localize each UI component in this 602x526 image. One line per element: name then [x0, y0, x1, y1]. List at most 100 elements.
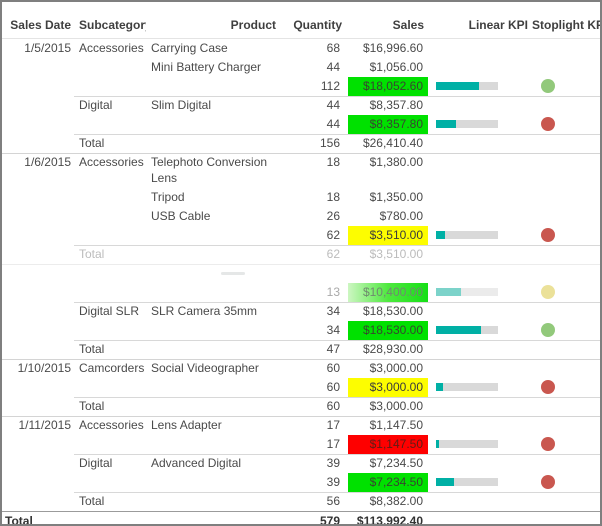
cell-subcategory: Total — [74, 245, 146, 264]
cell-sales: $26,410.40 — [348, 134, 428, 153]
cell-subcategory — [74, 58, 146, 77]
column-header-sales-date: Sales Date — [2, 2, 74, 39]
table-row: Total 156 $26,410.40 — [2, 134, 600, 153]
cell-sales-date: 1/5/2015 — [24, 41, 71, 55]
cell-sales: $1,147.50 — [348, 435, 428, 454]
cell-subcategory: Digital SLR — [74, 302, 146, 321]
cell-product — [146, 283, 280, 302]
cell-linear-kpi — [428, 264, 532, 283]
column-header-quantity: Quantity — [280, 2, 348, 39]
linear-kpi-fill — [436, 440, 440, 448]
cell-sales: $8,382.00 — [348, 492, 428, 511]
cell-subcategory — [74, 188, 146, 207]
cell-sales-date: Total — [2, 511, 74, 524]
cell-linear-kpi — [428, 226, 532, 245]
cell-product: Lens Adapter — [146, 416, 280, 435]
cell-quantity: 44 — [280, 96, 348, 115]
cell-sales: $18,052.60 — [348, 77, 428, 96]
cell-linear-kpi — [428, 321, 532, 340]
cell-sales-date — [2, 283, 74, 302]
cell-sales: $18,530.00 — [348, 302, 428, 321]
linear-kpi-fill — [436, 82, 480, 90]
cell-product: Advanced Digital — [146, 454, 280, 473]
cell-stoplight-kpi — [532, 340, 600, 359]
cell-linear-kpi — [428, 359, 532, 378]
cell-quantity — [280, 264, 348, 283]
cell-sales: $7,234.50 — [348, 454, 428, 473]
table-row — [2, 264, 600, 283]
linear-kpi-fill — [436, 478, 454, 486]
table-row: 39 $7,234.50 — [2, 473, 600, 492]
cell-product: SLR Camera 35mm — [146, 302, 280, 321]
cell-linear-kpi — [428, 39, 532, 58]
cell-quantity: 60 — [280, 359, 348, 378]
cell-sales: $8,357.80 — [348, 115, 428, 134]
cell-subcategory: Accessories — [79, 41, 144, 55]
cell-subcategory: Total — [74, 492, 146, 511]
cell-quantity: 44 — [326, 117, 340, 131]
stoplight-indicator-green — [541, 323, 555, 337]
cell-sales: $18,530.00 — [348, 321, 428, 340]
cell-sales: $113,992.40 — [348, 511, 428, 524]
cell-stoplight-kpi — [532, 473, 600, 492]
cell-product: Telephoto Conversion Lens — [146, 153, 280, 188]
cell-product: Carrying Case — [151, 41, 228, 55]
table-row: Total 579 $113,992.40 — [2, 511, 600, 524]
cell-product: Social Videographer — [146, 359, 280, 378]
cell-product — [146, 77, 280, 96]
cell-product: Slim Digital — [146, 96, 280, 115]
cell-sales: $1,350.00 — [369, 190, 423, 204]
cell-sales: $3,000.00 — [348, 359, 428, 378]
cell-subcategory — [74, 511, 146, 524]
cell-subcategory: Digital — [74, 454, 146, 473]
faded-text-remnant — [221, 272, 245, 275]
cell-linear-kpi — [428, 378, 532, 397]
cell-product — [146, 134, 280, 153]
table-row: 60 $3,000.00 — [2, 378, 600, 397]
cell-linear-kpi — [428, 454, 532, 473]
table-row: Total 62 $3,510.00 — [2, 245, 600, 264]
cell-sales-date — [2, 435, 74, 454]
cell-sales-date — [2, 340, 74, 359]
table-row: Tripod 18 $1,350.00 — [2, 188, 600, 207]
column-header-linear-kpi: Linear KPI — [428, 2, 532, 39]
table-row: 34 $18,530.00 — [2, 321, 600, 340]
cell-subcategory: Accessories — [74, 416, 146, 435]
cell-sales — [348, 264, 428, 283]
cell-product — [146, 378, 280, 397]
cell-subcategory — [74, 435, 146, 454]
cell-subcategory — [74, 207, 146, 226]
linear-kpi-bar — [436, 120, 498, 128]
cell-stoplight-kpi — [532, 39, 600, 58]
table-row: 112 $18,052.60 — [2, 77, 600, 96]
cell-quantity: 18 — [280, 153, 348, 188]
cell-sales-date — [2, 378, 74, 397]
cell-linear-kpi — [428, 58, 532, 77]
cell-sales-date — [2, 321, 74, 340]
cell-product — [146, 397, 280, 416]
cell-stoplight-kpi — [532, 435, 600, 454]
linear-kpi-fill — [436, 383, 444, 391]
cell-linear-kpi — [428, 397, 532, 416]
cell-product — [146, 473, 280, 492]
cell-product — [146, 264, 280, 283]
cell-linear-kpi — [428, 302, 532, 321]
cell-linear-kpi — [428, 96, 532, 115]
cell-subcategory — [74, 264, 146, 283]
table-row: USB Cable 26 $780.00 — [2, 207, 600, 226]
table-row: Total 60 $3,000.00 — [2, 397, 600, 416]
cell-stoplight-kpi — [532, 207, 600, 226]
cell-sales-date — [2, 115, 74, 134]
stoplight-indicator-red — [541, 117, 555, 131]
report-rows: 1/5/2015 Accessories Carrying Case 68 $1… — [2, 39, 600, 524]
cell-quantity: 60 — [326, 380, 340, 394]
cell-sales: $3,000.00 — [348, 378, 428, 397]
cell-linear-kpi — [428, 153, 532, 188]
cell-quantity: 62 — [326, 228, 340, 242]
linear-kpi-fill — [436, 120, 457, 128]
stoplight-indicator-green — [541, 79, 555, 93]
cell-quantity: 56 — [280, 492, 348, 511]
cell-quantity: 44 — [326, 60, 340, 74]
cell-subcategory: Digital — [74, 96, 146, 115]
